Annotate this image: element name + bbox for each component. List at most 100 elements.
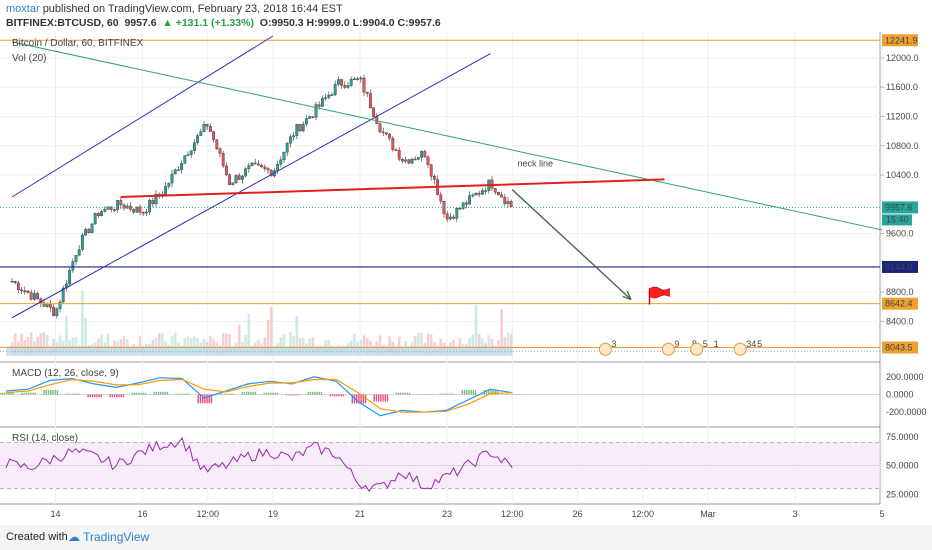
price-tick-label-7: 8400.0 <box>886 316 914 326</box>
price-tick-label-1: 11600.0 <box>886 82 918 92</box>
candle-body <box>93 213 97 225</box>
candle-body <box>461 202 465 209</box>
macd-histogram-bar <box>320 391 323 395</box>
macd-histogram-bar <box>32 392 34 395</box>
candle-body <box>183 155 187 164</box>
macd-histogram-bar <box>179 393 182 395</box>
candle-body <box>394 149 398 151</box>
volume-bar <box>39 333 43 354</box>
candle-body <box>420 151 423 158</box>
time-tick-label-3: 19 <box>268 509 278 519</box>
macd-histogram-bar <box>226 393 228 395</box>
chart-canvas[interactable]: 12000.0 11600.0 11200.0 10800.0 10400.0 9600.… <box>0 32 932 525</box>
macd-histogram-bar <box>494 390 497 395</box>
time-tick-label-2: 12:00 <box>196 509 219 519</box>
price-badge-label-4: 8043.5 <box>885 342 913 352</box>
macd-histogram-bar <box>488 390 490 395</box>
macd-histogram-bar <box>230 393 232 395</box>
candle-body <box>96 213 100 217</box>
price-badge-1 <box>882 201 918 214</box>
volume-bar <box>509 333 513 354</box>
candle-body <box>404 159 407 162</box>
macd-histogram-bar <box>206 394 208 404</box>
candle-body <box>458 207 462 210</box>
candle-body <box>407 159 411 164</box>
candle-body <box>471 194 475 197</box>
macd-histogram-bar <box>507 394 510 395</box>
macd-histogram-bar <box>430 394 433 395</box>
tradingview-logo[interactable]: ☁ TradingView <box>68 530 150 544</box>
candle-body <box>266 168 270 171</box>
publish-line: moxtar published on TradingView.com, Feb… <box>6 3 343 15</box>
candle-body <box>385 132 388 135</box>
macd-histogram-bar <box>28 392 30 395</box>
macd-histogram-bar <box>450 393 453 395</box>
candle-body <box>317 104 321 107</box>
macd-histogram-bar <box>67 393 70 395</box>
volume-bar <box>74 337 78 354</box>
volume-bar <box>84 318 87 354</box>
rsi-tick-label-1: 50.0000 <box>886 461 919 471</box>
volume-bar <box>186 336 190 354</box>
candle-body <box>87 229 91 233</box>
macd-histogram-bar <box>34 392 37 395</box>
macd-histogram-bar <box>199 394 202 404</box>
macd-histogram-bar <box>221 393 224 395</box>
macd-histogram-bar <box>512 394 514 395</box>
macd-histogram-bar <box>65 393 67 395</box>
volume-bar <box>477 334 481 354</box>
symbol-line: BITFINEX:BTCUSD, 60 9957.6 ▲ +131.1 (+1.… <box>6 17 441 29</box>
macd-histogram-bar <box>23 392 26 395</box>
candle-body <box>202 124 206 132</box>
macd-histogram-bar <box>69 393 72 395</box>
volume-bar <box>13 333 17 354</box>
candle-body <box>455 207 459 219</box>
macd-histogram-bar <box>223 393 226 395</box>
candle-body <box>445 213 449 220</box>
macd-histogram-bar <box>157 391 160 395</box>
candle-body <box>144 211 148 214</box>
candle-body <box>244 168 247 177</box>
macd-histogram-bar <box>54 390 56 395</box>
price-tick-label-4: 10400.0 <box>886 170 919 180</box>
author-link[interactable]: moxtar <box>6 3 40 15</box>
candle-body <box>176 169 180 171</box>
macd-histogram-bar <box>52 390 54 395</box>
macd-histogram-bar <box>490 390 492 395</box>
macd-histogram-bar <box>162 391 164 395</box>
candle-body <box>359 77 363 80</box>
macd-histogram-bar <box>336 394 338 397</box>
candle-body <box>503 196 507 204</box>
macd-tick-label-2: -200.0000 <box>886 407 927 417</box>
symbol-name: BITFINEX:BTCUSD, 60 <box>6 17 119 29</box>
candle-body <box>173 169 177 175</box>
volume-bar <box>388 335 391 354</box>
macd-histogram-bar <box>197 394 199 404</box>
candle-body <box>212 131 215 140</box>
price-tick-label-0: 12000.0 <box>886 53 919 63</box>
candle-body <box>80 234 84 250</box>
price-badge-3 <box>882 297 918 310</box>
volume-bar <box>413 335 417 354</box>
macd-histogram-bar <box>30 392 32 395</box>
candle-body <box>196 135 199 143</box>
macd-histogram-bar <box>404 392 406 395</box>
macd-histogram-bar <box>94 394 96 398</box>
macd-histogram-bar <box>47 390 50 395</box>
candle-body <box>180 163 183 170</box>
macd-histogram-bar <box>250 391 252 395</box>
macd-histogram-bar <box>448 393 450 395</box>
candle-body <box>301 123 305 132</box>
volume-bar <box>426 333 430 354</box>
candle-body <box>55 308 59 316</box>
event-number-3: 5 <box>703 339 708 349</box>
macd-tick-label-0: 200.0000 <box>886 372 924 382</box>
macd-histogram-bar <box>177 393 180 395</box>
candle-body <box>68 270 72 285</box>
candle-body <box>282 151 286 161</box>
candle-body <box>330 94 334 96</box>
macd-histogram-bar <box>333 394 336 397</box>
macd-histogram-bar <box>402 392 404 395</box>
candle-body <box>410 158 414 164</box>
candle-body <box>333 83 337 95</box>
